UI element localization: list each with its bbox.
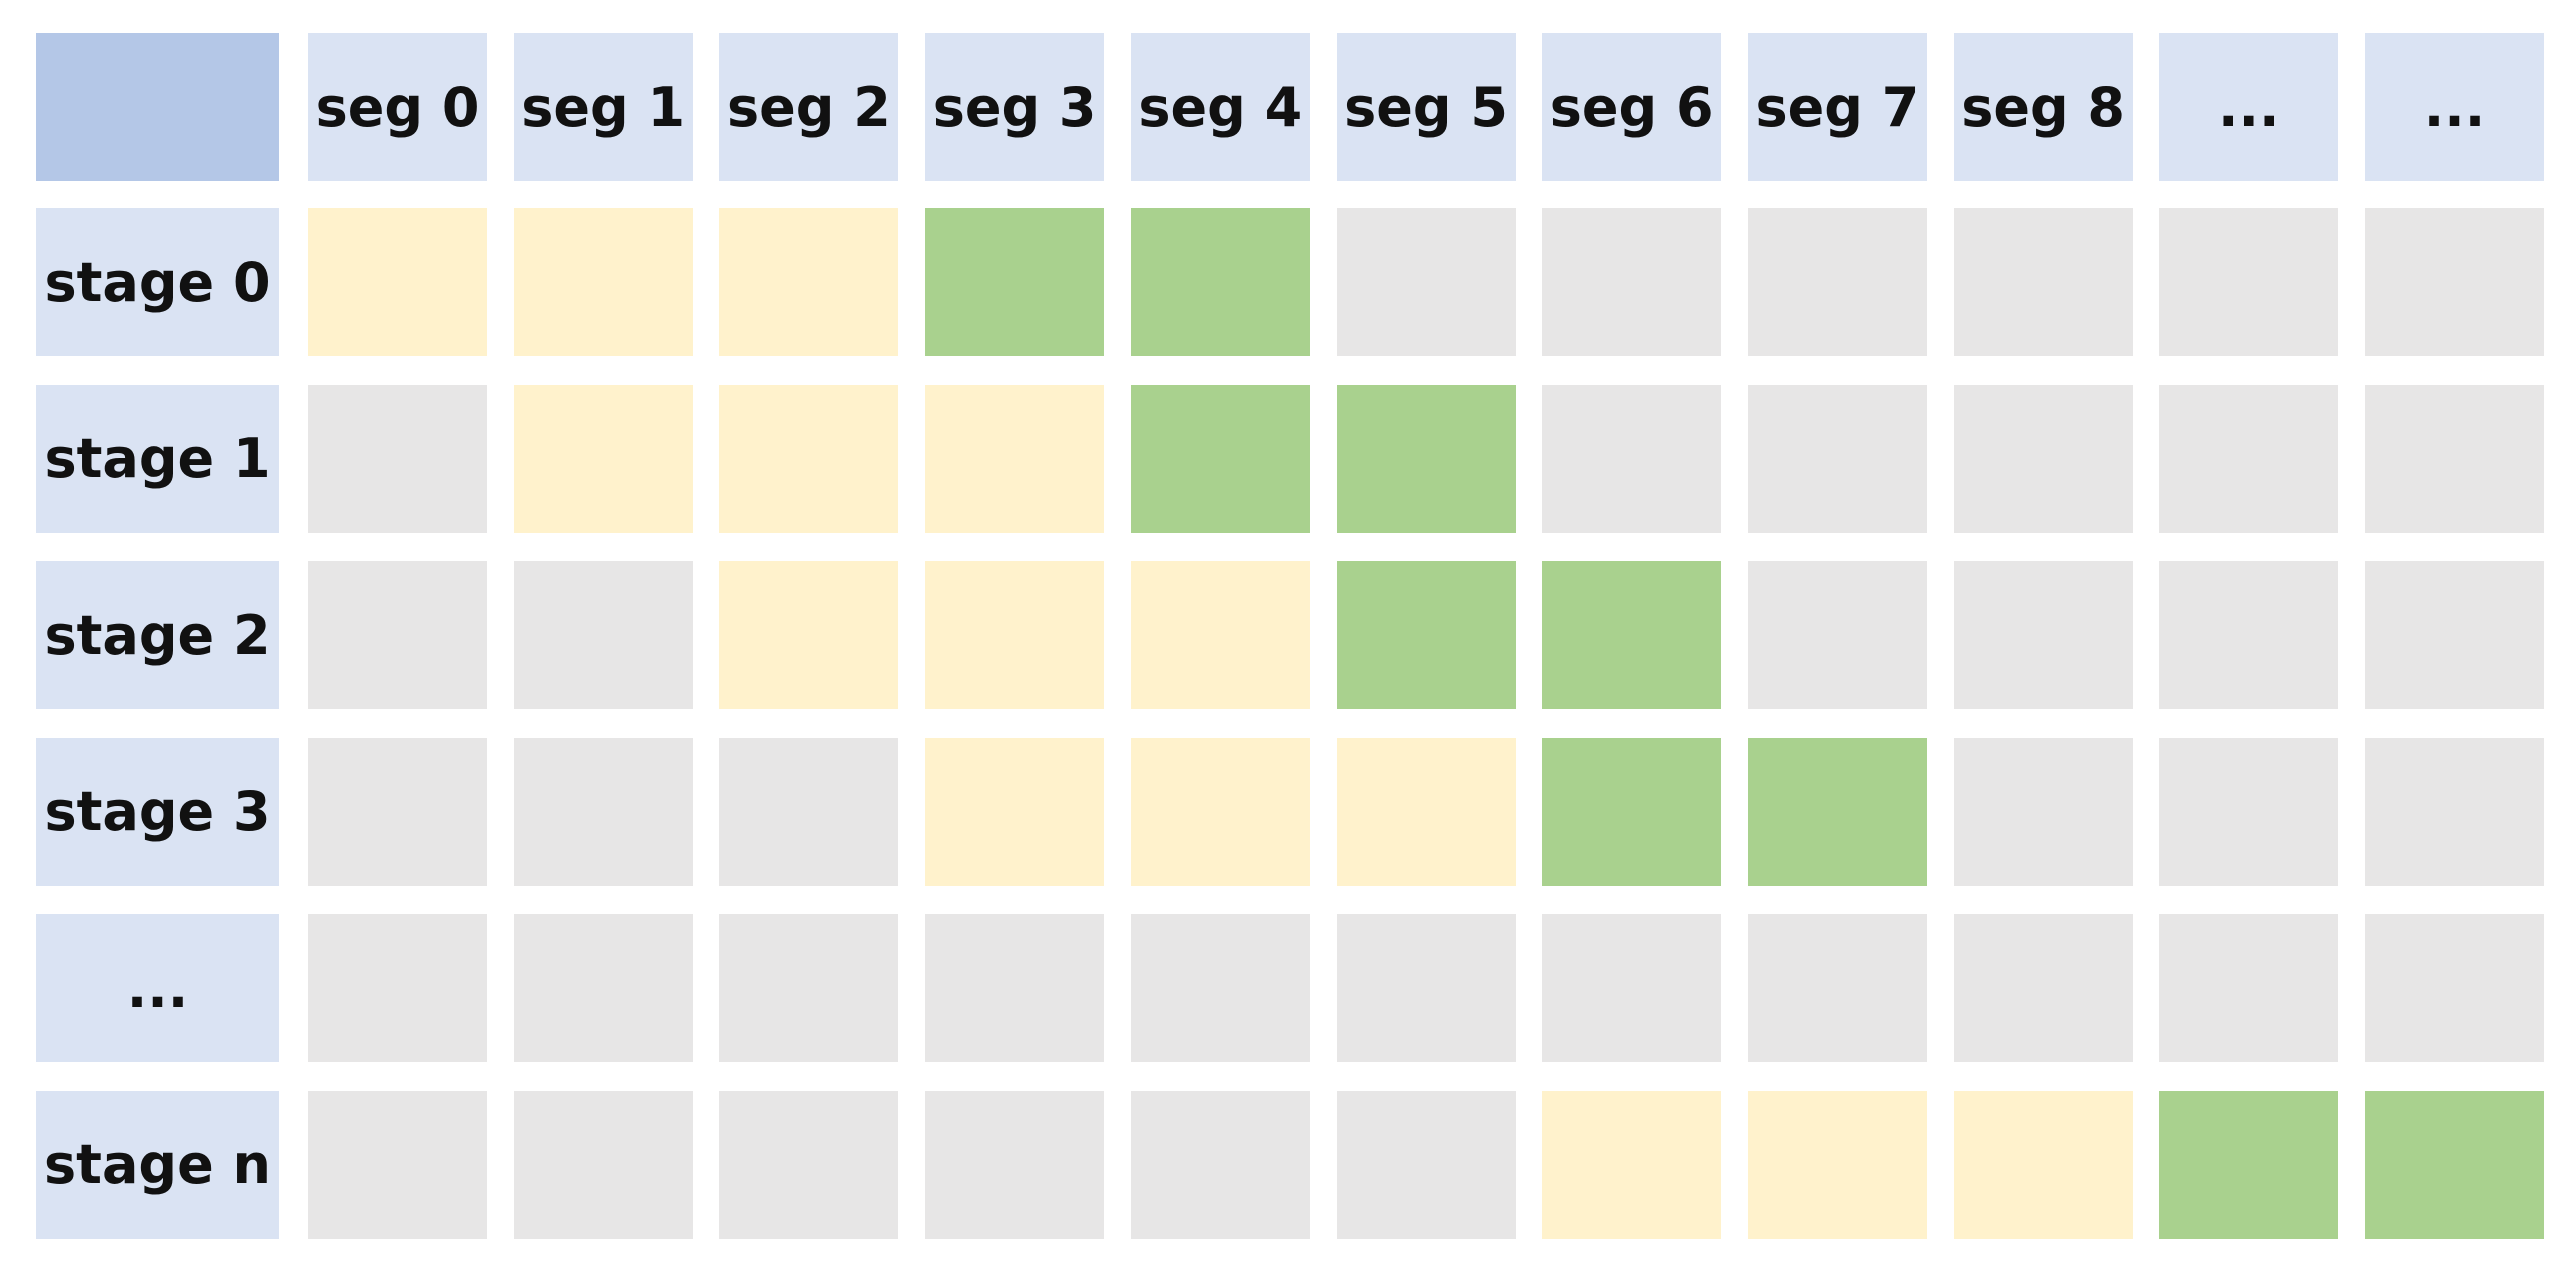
cell-gray	[1336, 1090, 1516, 1239]
cell-gray	[2365, 737, 2544, 886]
cell-gray	[513, 561, 693, 709]
cell-gray	[513, 914, 693, 1062]
cell-yellow	[513, 384, 693, 533]
cell-gray	[308, 561, 487, 709]
cell-green	[925, 208, 1105, 356]
cell-gray	[2365, 561, 2544, 709]
cell-yellow	[1542, 1090, 1722, 1239]
cell-gray	[2159, 561, 2339, 709]
cell-gray	[2365, 208, 2544, 356]
cell-gray	[1336, 914, 1516, 1062]
column-header: seg 3	[925, 33, 1105, 181]
cell-green	[1130, 208, 1310, 356]
column-header: seg 8	[1953, 33, 2133, 181]
cell-gray	[1953, 561, 2133, 709]
cell-yellow	[719, 561, 899, 709]
cell-gray	[2159, 208, 2339, 356]
cell-gray	[1953, 914, 2133, 1062]
cell-yellow	[925, 737, 1105, 886]
cell-gray	[1747, 914, 1927, 1062]
cell-green	[1336, 384, 1516, 533]
corner-cell	[36, 33, 279, 181]
column-header: seg 1	[513, 33, 693, 181]
cell-gray	[1542, 208, 1722, 356]
cell-gray	[308, 737, 487, 886]
column-header: ...	[2159, 33, 2339, 181]
cell-yellow	[1747, 1090, 1927, 1239]
cell-gray	[1953, 208, 2133, 356]
column-header: seg 0	[308, 33, 487, 181]
cell-gray	[2159, 914, 2339, 1062]
column-header: seg 4	[1130, 33, 1310, 181]
column-header: seg 2	[719, 33, 899, 181]
cell-gray	[308, 384, 487, 533]
cell-yellow	[719, 208, 899, 356]
cell-gray	[1747, 384, 1927, 533]
row-header: stage 3	[36, 737, 279, 886]
cell-gray	[2365, 384, 2544, 533]
cell-yellow	[1336, 737, 1516, 886]
cell-gray	[1130, 914, 1310, 1062]
cell-green	[2159, 1090, 2339, 1239]
cell-gray	[308, 914, 487, 1062]
column-header: seg 6	[1542, 33, 1722, 181]
cell-green	[1542, 737, 1722, 886]
cell-yellow	[308, 208, 487, 356]
cell-yellow	[1953, 1090, 2133, 1239]
cell-yellow	[925, 561, 1105, 709]
cell-green	[1130, 384, 1310, 533]
row-header: stage 2	[36, 561, 279, 709]
cell-gray	[2159, 384, 2339, 533]
cell-gray	[1747, 561, 1927, 709]
cell-yellow	[1130, 561, 1310, 709]
cell-gray	[719, 914, 899, 1062]
cell-gray	[719, 737, 899, 886]
cell-gray	[1130, 1090, 1310, 1239]
cell-gray	[2365, 914, 2544, 1062]
cell-yellow	[513, 208, 693, 356]
cell-gray	[925, 1090, 1105, 1239]
cell-green	[1747, 737, 1927, 886]
column-header: seg 5	[1336, 33, 1516, 181]
cell-gray	[2159, 737, 2339, 886]
column-header: ...	[2365, 33, 2544, 181]
cell-green	[1542, 561, 1722, 709]
column-header: seg 7	[1747, 33, 1927, 181]
cell-gray	[1747, 208, 1927, 356]
cell-gray	[1336, 208, 1516, 356]
row-header: ...	[36, 914, 279, 1062]
cell-gray	[308, 1090, 487, 1239]
cell-gray	[719, 1090, 899, 1239]
row-header: stage 1	[36, 384, 279, 533]
cell-yellow	[1130, 737, 1310, 886]
cell-gray	[513, 737, 693, 886]
cell-yellow	[925, 384, 1105, 533]
cell-gray	[513, 1090, 693, 1239]
cell-gray	[1953, 384, 2133, 533]
cell-gray	[1542, 914, 1722, 1062]
cell-gray	[1542, 384, 1722, 533]
row-header: stage 0	[36, 208, 279, 356]
cell-green	[2365, 1090, 2544, 1239]
cell-yellow	[719, 384, 899, 533]
cell-green	[1336, 561, 1516, 709]
row-header: stage n	[36, 1090, 279, 1239]
cell-gray	[1953, 737, 2133, 886]
cell-gray	[925, 914, 1105, 1062]
